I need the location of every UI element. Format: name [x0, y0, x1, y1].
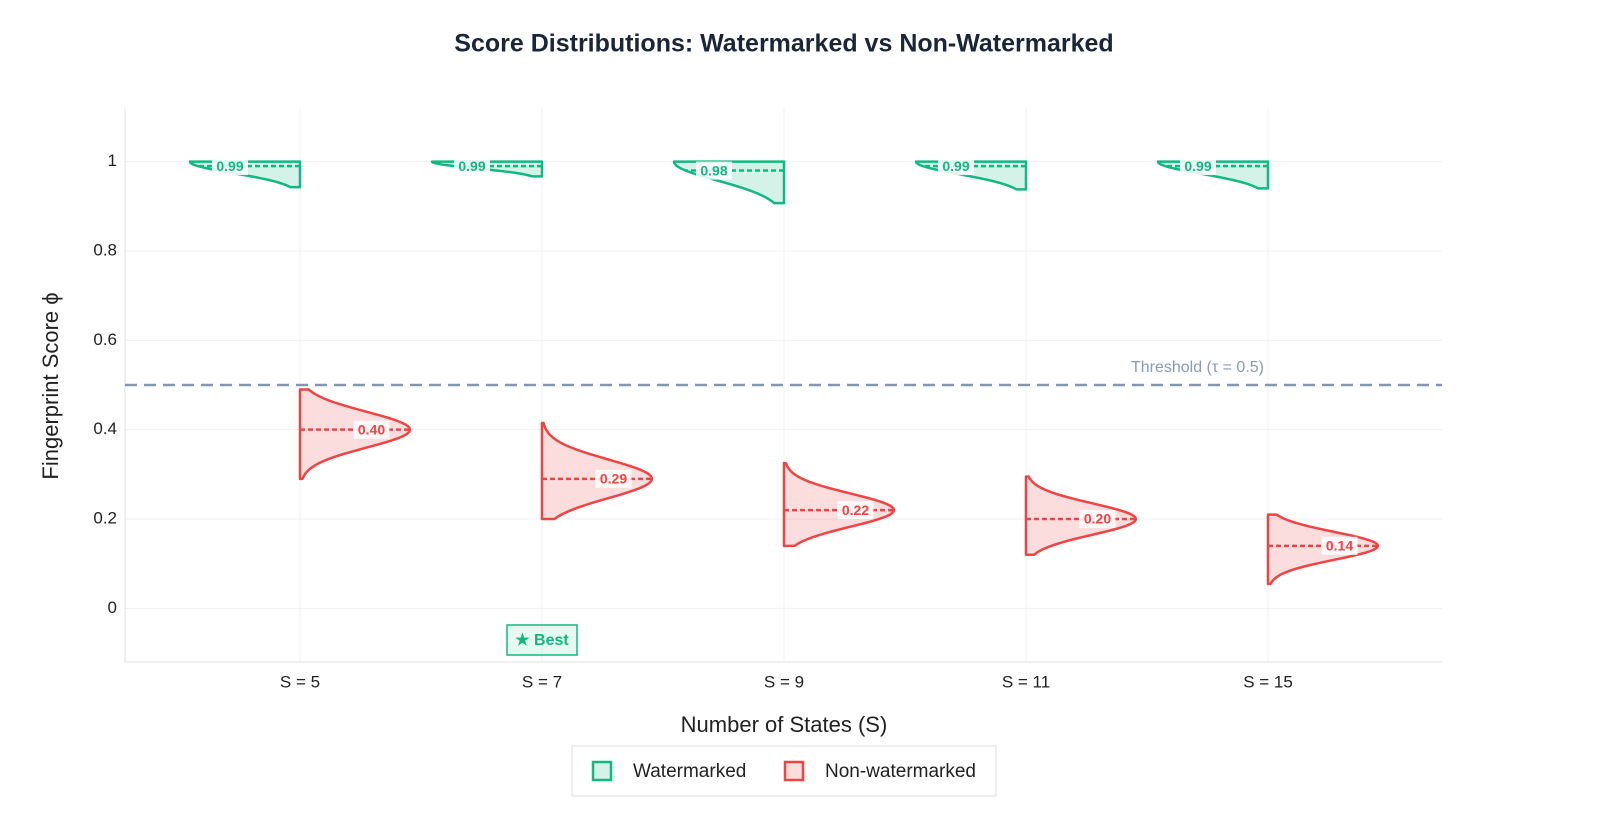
median-label: 0.98 [700, 162, 727, 178]
median-label: 0.99 [216, 158, 243, 174]
median-label-bg [454, 157, 490, 176]
x-tick-label: S = 15 [1243, 672, 1293, 691]
median-label-bg [1321, 536, 1358, 555]
y-tick-label: 0.8 [93, 240, 117, 259]
best-box [506, 624, 578, 656]
median-label-bg [595, 469, 632, 488]
y-tick-label: 0.2 [93, 509, 117, 528]
median-label: 0.22 [842, 502, 869, 518]
threshold-label: Threshold (τ = 0.5) [1131, 359, 1264, 376]
median-label: 0.99 [458, 158, 485, 174]
y-tick-label: 0 [108, 598, 117, 617]
legend-label: Non-watermarked [825, 761, 976, 782]
legend-swatch[interactable] [783, 760, 805, 782]
chart-title: Score Distributions: Watermarked vs Non-… [454, 30, 1113, 58]
median-label-bg [938, 157, 974, 176]
median-label-bg [837, 501, 874, 520]
median-label-bg [353, 420, 390, 439]
best-label: ★ Best [515, 632, 569, 649]
median-label-bg [212, 157, 248, 176]
x-axis-title: Number of States (S) [681, 712, 888, 737]
median-label: 0.40 [358, 421, 385, 437]
legend-label: Watermarked [633, 761, 746, 782]
y-tick-label: 1 [108, 151, 117, 170]
x-tick-label: S = 5 [280, 672, 320, 691]
x-tick-label: S = 9 [764, 672, 804, 691]
y-tick-label: 0.6 [93, 330, 117, 349]
median-label: 0.29 [600, 471, 627, 487]
median-label: 0.99 [942, 158, 969, 174]
legend-swatch[interactable] [591, 760, 613, 782]
median-label-bg [1079, 510, 1116, 529]
median-label-bg [696, 161, 732, 180]
x-tick-label: S = 11 [1002, 672, 1050, 691]
median-label: 0.14 [1326, 538, 1353, 554]
median-label: 0.20 [1084, 511, 1111, 527]
y-axis-title: Fingerprint Score ϕ [38, 292, 63, 479]
median-label: 0.99 [1184, 158, 1211, 174]
x-tick-label: S = 7 [522, 672, 562, 691]
y-tick-label: 0.4 [93, 419, 117, 438]
median-label-bg [1180, 157, 1216, 176]
